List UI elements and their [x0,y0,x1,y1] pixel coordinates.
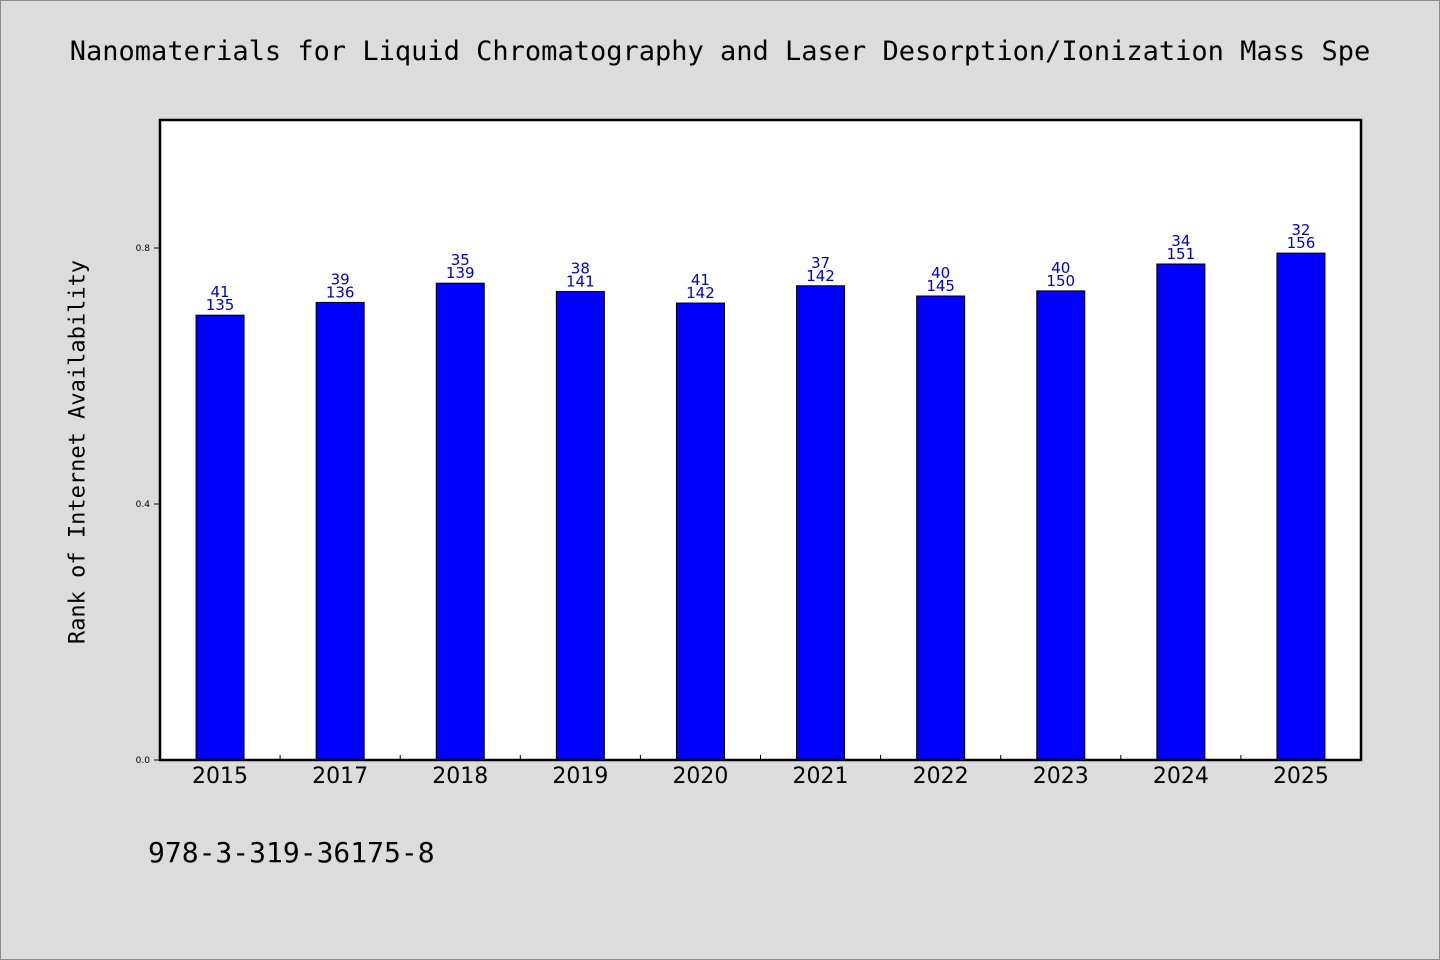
x-tick-label-2022: 2022 [913,764,969,789]
bar-2024 [1156,263,1206,761]
bar-2020 [675,302,725,761]
bar-2015 [195,314,245,761]
bar-2022 [916,295,966,761]
data-label-top-2023: 40 [1051,259,1070,277]
data-label-top-2021: 37 [811,254,830,272]
bar-2021 [796,285,846,761]
bar-2023 [1036,290,1086,761]
y-tick-label-0.4: 0.4 [136,500,151,510]
data-label-top-2020: 41 [691,271,710,289]
bar-2025 [1276,252,1326,761]
chart-title: Nanomaterials for Liquid Chromatography … [69,36,1371,67]
data-label-bottom-2021: 142 [806,267,835,285]
data-label-bottom-2017: 136 [326,283,355,301]
data-label-bottom-2015: 135 [206,296,235,314]
data-label-bottom-2019: 141 [566,273,595,291]
data-label-bottom-2022: 145 [926,277,955,295]
data-label-top-2022: 40 [931,264,950,282]
bar-2018 [435,282,485,761]
data-label-bottom-2024: 151 [1167,245,1196,263]
data-label-top-2025: 32 [1291,221,1310,239]
isbn-text: 978-3-319-36175-8 [148,836,435,869]
bar-2017 [315,301,365,761]
x-tick-label-2025: 2025 [1273,764,1329,789]
x-tick-label-2020: 2020 [672,764,728,789]
data-label-top-2015: 41 [211,283,230,301]
data-label-bottom-2018: 139 [446,264,475,282]
data-label-top-2018: 35 [451,251,470,269]
x-tick-label-2017: 2017 [312,764,368,789]
x-tick-label-2015: 2015 [192,764,248,789]
x-tick-label-2018: 2018 [432,764,488,789]
bar-2019 [555,291,605,761]
data-label-top-2024: 34 [1171,232,1190,250]
y-tick-label-0.8: 0.8 [136,244,151,254]
data-label-top-2017: 39 [331,270,350,288]
x-axis: 2015 2017 2018 2019 2020 2021 2022 2023 2024 2025 [192,755,1329,789]
data-label-bottom-2025: 156 [1287,234,1316,252]
x-tick-label-2019: 2019 [552,764,608,789]
x-tick-label-2021: 2021 [793,764,849,789]
x-tick-label-2023: 2023 [1033,764,1089,789]
x-tick-label-2024: 2024 [1153,764,1209,789]
plot-border [158,118,1363,762]
bars-group [195,252,1326,761]
y-tick-label-0.0: 0.0 [136,756,151,766]
data-label-bottom-2023: 150 [1046,272,1075,290]
data-label-bottom-2020: 142 [686,284,715,302]
data-label-top-2019: 38 [571,260,590,278]
y-axis: 0.0 0.4 0.8 [136,244,160,766]
